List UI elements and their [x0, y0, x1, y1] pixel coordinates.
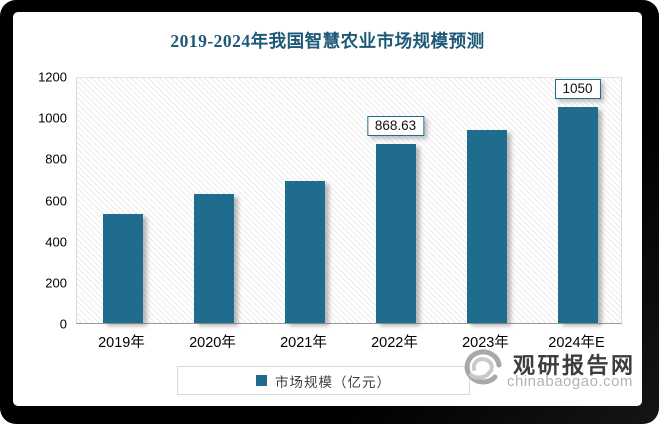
data-label-2022年: 868.63 — [366, 116, 425, 137]
bar-2019年 — [102, 213, 143, 323]
legend-swatch-icon — [256, 375, 267, 386]
y-tick-label: 0 — [59, 316, 67, 332]
plot-area: 868.63 1050 — [76, 77, 622, 324]
y-tick-label: 1200 — [38, 69, 67, 85]
chart-panel: 2019-2024年我国智慧农业市场规模预测 0 200 400 600 800 1000… — [13, 12, 642, 406]
watermark-brand: 观研报告网 — [513, 353, 636, 378]
x-tick-label: 2022年 — [371, 335, 418, 351]
y-tick-label: 800 — [45, 151, 67, 167]
x-axis: 2019年 2020年 2021年 2022年 2023年 2024年E — [76, 331, 622, 351]
y-axis: 0 200 400 600 800 1000 1200 — [27, 70, 67, 332]
bar-2024年E — [557, 106, 598, 323]
y-tick-label: 600 — [45, 193, 67, 208]
bar-2022年 — [375, 144, 416, 323]
y-tick-label: 400 — [45, 234, 67, 250]
watermark: 观研报告网 chinabaogao.com — [461, 344, 642, 394]
bar-2021年 — [284, 180, 325, 323]
bar-2020年 — [193, 194, 234, 323]
y-tick-label: 200 — [45, 275, 67, 291]
x-tick-label: 2021年 — [280, 335, 327, 351]
y-tick-label: 1000 — [38, 110, 67, 126]
legend-label: 市场规模（亿元） — [275, 374, 391, 390]
data-label-2024年E: 1050 — [554, 78, 601, 99]
x-tick-label: 2023年 — [462, 335, 509, 351]
bar-2023年 — [466, 129, 507, 323]
x-tick-label: 2020年 — [189, 335, 236, 351]
watermark-swirl-icon — [464, 349, 502, 385]
x-tick-label: 2019年 — [98, 335, 145, 351]
chart-title: 2019-2024年我国智慧农业市场规模预测 — [170, 31, 485, 51]
legend: 市场规模（亿元） — [177, 366, 470, 395]
watermark-domain: chinabaogao.com — [507, 373, 633, 390]
x-tick-label: 2024年E — [548, 335, 605, 351]
